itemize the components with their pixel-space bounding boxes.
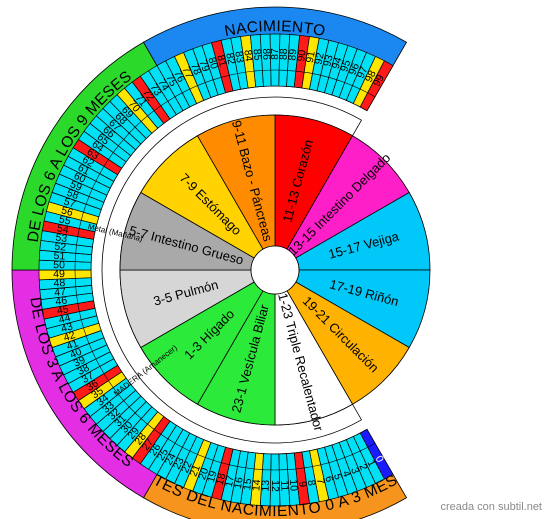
number-label: 99 bbox=[371, 72, 387, 88]
number-ring: 0123456789101112131415161718192021222324… bbox=[38, 33, 394, 507]
credit-text: creada con subtil.net bbox=[440, 501, 542, 513]
number-label: 12 bbox=[269, 480, 281, 492]
number-label: 7 bbox=[314, 477, 327, 485]
number-label: 50 bbox=[53, 259, 65, 271]
number-label: 10 bbox=[287, 479, 300, 492]
number-label: 11 bbox=[278, 480, 290, 492]
number-label: 13 bbox=[259, 480, 271, 492]
number-label: 47 bbox=[54, 286, 67, 299]
quadrant-label: NACIMIENTO bbox=[223, 18, 327, 40]
number-label: 14 bbox=[250, 479, 263, 492]
number-label: 1 bbox=[365, 458, 378, 469]
number-label: 3 bbox=[348, 466, 361, 476]
number-label: 92 bbox=[313, 52, 327, 66]
number-label: 84 bbox=[241, 49, 254, 62]
number-label: 53 bbox=[55, 231, 68, 245]
number-label: 2 bbox=[356, 462, 369, 472]
number-label: 51 bbox=[53, 250, 66, 263]
number-label: 91 bbox=[304, 50, 318, 64]
number-label: 83 bbox=[232, 50, 246, 64]
number-label: 85 bbox=[251, 48, 264, 61]
number-label: 9 bbox=[296, 481, 309, 488]
number-cell bbox=[359, 60, 394, 112]
center-hub bbox=[250, 245, 300, 295]
number-label: 86 bbox=[260, 48, 272, 60]
number-label: 15 bbox=[241, 478, 254, 491]
number-label: 46 bbox=[55, 295, 68, 309]
number-label: 8 bbox=[305, 479, 318, 487]
number-label: 89 bbox=[286, 48, 299, 61]
number-label: 90 bbox=[295, 49, 308, 62]
number-label: 6 bbox=[322, 475, 335, 484]
number-label: 87 bbox=[269, 48, 281, 60]
number-ring-divider bbox=[74, 69, 376, 471]
number-label: 4 bbox=[340, 469, 353, 479]
number-label: 88 bbox=[278, 48, 290, 60]
number-label: 5 bbox=[331, 472, 344, 481]
number-label: 52 bbox=[54, 241, 67, 254]
number-label: 49 bbox=[53, 268, 65, 280]
number-label: 48 bbox=[53, 277, 66, 290]
number-label: 0 bbox=[373, 454, 386, 465]
